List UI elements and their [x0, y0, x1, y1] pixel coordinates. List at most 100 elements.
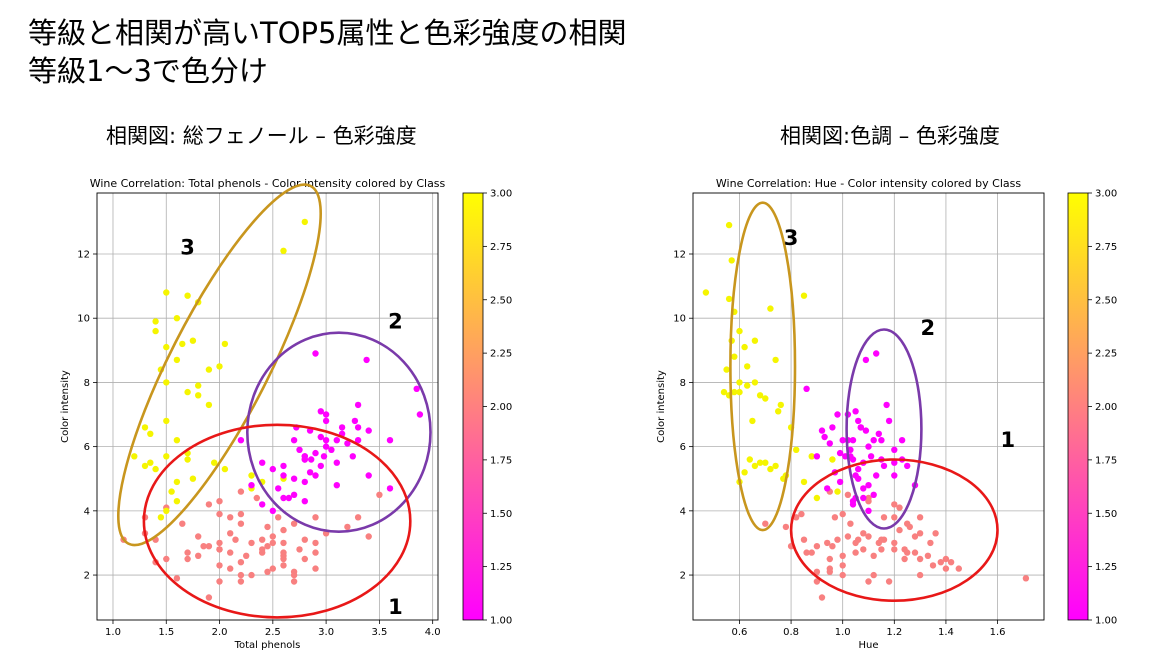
- data-point-class-2: [264, 568, 271, 575]
- data-point-class-1: [354, 437, 362, 444]
- data-point-class-2: [200, 543, 207, 550]
- data-point-class-1: [386, 437, 394, 444]
- data-point-class-1: [860, 494, 867, 502]
- colorbar-tick-label: 2.50: [1095, 295, 1117, 306]
- data-point-class-2: [942, 565, 950, 572]
- data-point-class-2: [227, 514, 234, 521]
- data-point-class-3: [749, 417, 756, 425]
- data-point-class-1: [865, 443, 872, 450]
- data-point-class-3: [777, 401, 784, 409]
- x-tick-label: 1.2: [886, 627, 902, 638]
- data-point-class-2: [312, 514, 319, 521]
- data-point-class-2: [312, 549, 319, 556]
- data-point-class-1: [867, 453, 875, 460]
- y-tick-label: 8: [84, 378, 90, 389]
- data-point-class-2: [205, 501, 213, 508]
- data-point-class-3: [163, 289, 170, 296]
- data-point-class-2: [782, 523, 790, 531]
- data-point-class-1: [875, 430, 882, 437]
- data-point-class-2: [813, 543, 821, 550]
- data-point-class-1: [312, 472, 319, 479]
- data-point-class-2: [216, 562, 223, 569]
- data-point-class-2: [901, 555, 908, 563]
- data-point-class-2: [237, 520, 245, 527]
- data-point-class-3: [152, 327, 159, 335]
- data-point-class-1: [860, 485, 867, 492]
- plot-area: [97, 193, 438, 620]
- data-point-class-1: [829, 424, 836, 431]
- data-point-class-1: [328, 446, 335, 453]
- data-point-class-1: [836, 449, 844, 457]
- data-point-class-1: [269, 507, 276, 514]
- data-point-class-1: [248, 482, 255, 489]
- colorbar-tick-label: 3.00: [1095, 189, 1117, 200]
- colorbar-tick-label: 1.50: [1095, 509, 1117, 520]
- data-point-class-1: [855, 417, 862, 425]
- data-point-class-1: [365, 427, 372, 434]
- class-2-ellipse: [845, 328, 923, 530]
- data-point-class-2: [800, 536, 808, 543]
- data-point-class-2: [844, 491, 852, 498]
- data-point-class-2: [937, 559, 944, 566]
- data-point-class-2: [932, 530, 939, 537]
- data-point-class-1: [290, 475, 298, 482]
- data-point-class-2: [376, 491, 383, 498]
- colorbar-tick-label: 1.75: [490, 455, 512, 466]
- data-point-class-1: [301, 478, 308, 486]
- data-point-class-2: [916, 530, 924, 537]
- x-tick-label: 0.6: [732, 627, 748, 638]
- data-point-class-3: [800, 292, 808, 299]
- class-3-ellipse: [117, 183, 322, 547]
- data-point-class-1: [865, 507, 872, 514]
- data-point-class-3: [163, 453, 170, 460]
- data-point-class-3: [189, 337, 197, 344]
- data-point-class-1: [280, 472, 287, 479]
- data-point-class-1: [878, 437, 885, 444]
- data-point-class-2: [803, 549, 810, 556]
- data-point-class-1: [320, 453, 328, 460]
- data-point-class-2: [852, 549, 859, 556]
- x-tick-label: 1.5: [158, 627, 174, 638]
- class-1-annotation: 1: [388, 595, 403, 619]
- data-point-class-1: [269, 465, 276, 473]
- data-point-class-3: [179, 340, 186, 348]
- data-point-class-3: [280, 247, 287, 254]
- data-point-class-1: [891, 446, 898, 453]
- data-point-class-2: [826, 555, 833, 563]
- subtitle-left: 相関図: 総フェノール – 色彩強度: [106, 124, 417, 148]
- data-point-class-3: [173, 315, 181, 322]
- data-point-class-1: [883, 401, 890, 409]
- y-tick-label: 12: [673, 250, 686, 261]
- data-point-class-2: [916, 514, 924, 521]
- data-point-class-2: [280, 562, 287, 569]
- data-point-class-3: [702, 289, 710, 296]
- data-point-class-1: [365, 472, 372, 479]
- data-point-class-3: [736, 379, 743, 386]
- y-axis-label: Color intensity: [60, 370, 71, 443]
- data-point-class-1: [852, 408, 859, 415]
- data-point-class-2: [942, 555, 950, 563]
- data-point-class-3: [762, 395, 769, 402]
- data-point-class-3: [725, 221, 733, 229]
- data-point-class-3: [152, 465, 159, 473]
- data-point-class-2: [860, 530, 867, 537]
- x-axis-label: Total phenols: [234, 640, 301, 651]
- data-point-class-3: [163, 417, 170, 425]
- data-point-class-1: [349, 453, 356, 460]
- class-2-annotation: 2: [388, 309, 403, 333]
- data-point-class-1: [904, 462, 911, 470]
- data-point-class-2: [237, 559, 245, 566]
- data-point-class-2: [243, 552, 250, 559]
- data-point-class-1: [813, 453, 821, 460]
- slide-title-line1: 等級と相関が高いTOP5属性と色彩強度の相関: [28, 16, 627, 50]
- data-point-class-1: [826, 440, 833, 447]
- data-point-class-2: [916, 571, 924, 579]
- class-1-ellipse: [142, 423, 412, 619]
- data-point-class-2: [839, 510, 846, 518]
- colorbar-tick-label: 2.00: [1095, 402, 1117, 413]
- data-point-class-2: [847, 520, 854, 527]
- y-tick-label: 8: [680, 378, 686, 389]
- data-point-class-3: [211, 459, 218, 466]
- x-tick-label: 2.5: [265, 627, 281, 638]
- colorbar-tick-label: 1.75: [1095, 455, 1117, 466]
